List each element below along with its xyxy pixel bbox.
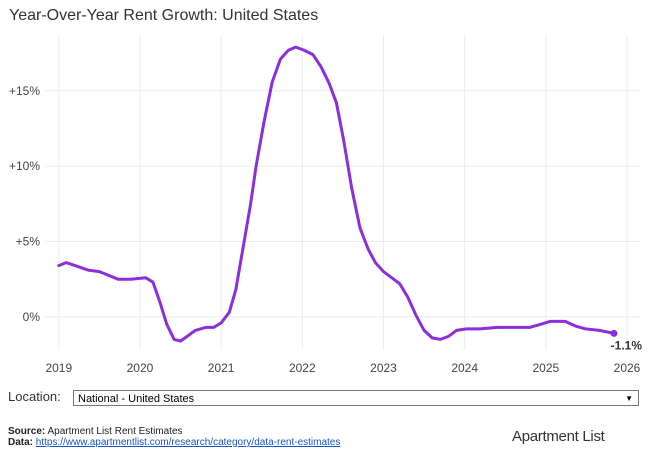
chart: Year-Over-Year Rent Growth: United State…: [9, 7, 643, 375]
data-link[interactable]: https://www.apartmentlist.com/research/c…: [35, 437, 341, 448]
end-point: [610, 329, 618, 337]
x-tick-label: 2025: [532, 361, 559, 375]
x-tick-label: 2022: [289, 361, 316, 375]
y-tick-label: +15%: [9, 84, 40, 98]
x-tick-label: 2024: [451, 361, 478, 375]
x-tick-label: 2020: [127, 361, 154, 375]
location-label: Location:: [8, 389, 61, 404]
location-select[interactable]: National - United States ▼: [73, 390, 639, 406]
data-label: Data:: [8, 437, 34, 448]
location-value: National - United States: [78, 393, 195, 405]
line: [57, 45, 616, 343]
source-block: Source: Apartment List Rent Estimates Da…: [8, 426, 340, 448]
logo: Apartment List: [512, 428, 605, 445]
source-text: Apartment List Rent Estimates: [47, 426, 183, 437]
y-tick-label: 0%: [23, 310, 41, 324]
x-tick-label: 2019: [45, 361, 72, 375]
y-tick-label: +5%: [16, 234, 41, 248]
x-tick-label: 2021: [208, 361, 235, 375]
x-tick-label: 2023: [370, 361, 397, 375]
dropdown-arrow: ▼: [625, 394, 633, 403]
chart-title: Year-Over-Year Rent Growth: United State…: [9, 7, 318, 24]
value-label: -1.1%: [611, 338, 643, 352]
y-tick-label: +10%: [9, 159, 40, 173]
source-label: Source:: [8, 426, 46, 437]
x-tick-label: 2026: [614, 361, 641, 375]
